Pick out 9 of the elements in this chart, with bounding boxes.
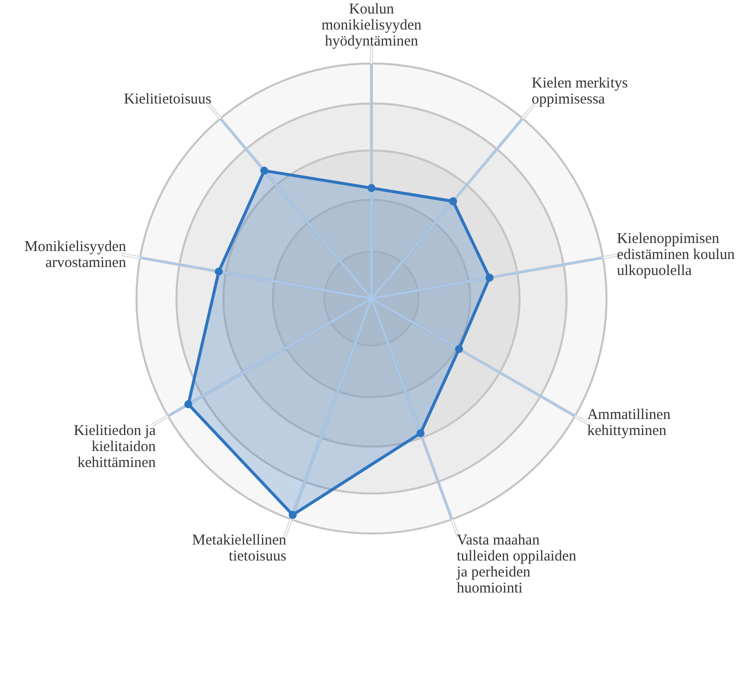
spoke-label: Monikielisyyden arvostaminen: [24, 239, 127, 272]
spoke-label: Kielitietoisuus: [124, 92, 212, 108]
spoke-label: Metakielellinen tietoisuus: [192, 532, 287, 565]
spoke-label: Vasta maahan tulleiden oppilaiden ja perheiden huomiointi: [456, 532, 577, 597]
spoke-label: Ammatillinen kehittyminen: [587, 407, 672, 440]
spoke-label: Kielitiedon ja kielitaidon kehittäminen: [74, 423, 156, 472]
spoke-label: Koulun monikielisyyden hyödyntäminen: [322, 1, 422, 50]
spoke-label: Kielenoppimisen edistäminen koulun ulkopuolella: [616, 231, 736, 280]
spoke-label: Kielen merkitys oppimisessa: [532, 76, 628, 108]
